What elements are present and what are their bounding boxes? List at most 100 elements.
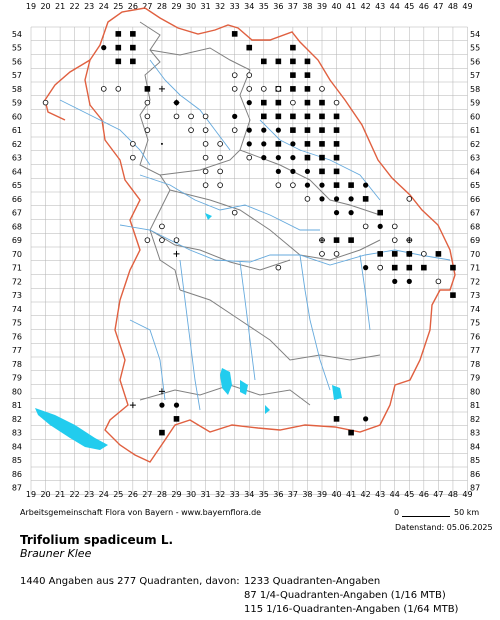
bottom-axis-label: 44	[390, 490, 400, 499]
bottom-axis-label: 49	[462, 490, 472, 499]
top-axis-label: 46	[419, 2, 429, 11]
right-axis-label: 59	[470, 99, 480, 108]
state-border	[84, 7, 456, 463]
record-filled-dot	[115, 31, 121, 37]
record-open-circle	[217, 141, 223, 147]
record-open-circle	[100, 86, 107, 92]
org-credit: Arbeitsgemeinschaft Flora von Bayern - w…	[20, 508, 262, 517]
top-axis-label: 40	[331, 2, 341, 11]
record-plus	[406, 237, 413, 244]
record-filled-dot	[304, 182, 311, 188]
right-axis-label: 84	[470, 442, 480, 451]
record-filled-square	[290, 86, 296, 92]
right-axis-label: 74	[470, 305, 480, 314]
left-axis-label: 62	[12, 140, 22, 149]
record-filled-square	[290, 58, 296, 65]
left-axis-label: 67	[12, 209, 22, 218]
record-filled-dot	[319, 196, 325, 202]
record-filled-dot	[363, 182, 369, 188]
left-axis-label: 66	[12, 195, 22, 204]
record-filled-dot	[392, 278, 398, 284]
right-axis-label: 78	[470, 360, 480, 369]
top-axis-label: 36	[273, 2, 283, 11]
record-plus	[173, 99, 180, 106]
record-open-circle	[144, 113, 151, 120]
record-filled-square	[275, 99, 282, 106]
record-open-circle	[202, 154, 209, 161]
left-axis-label: 56	[12, 57, 22, 66]
right-axis-label: 75	[470, 319, 480, 328]
record-filled-square	[406, 264, 413, 271]
right-axis-label: 76	[470, 332, 480, 341]
left-axis-label: 55	[12, 44, 22, 53]
record-filled-square	[304, 113, 311, 120]
left-axis-label: 77	[12, 346, 22, 355]
bottom-axis-label: 33	[230, 490, 240, 499]
record-open-circle	[231, 209, 238, 216]
record-filled-dot	[333, 210, 340, 216]
record-filled-square	[304, 141, 311, 147]
bottom-axis-label: 34	[244, 490, 254, 499]
left-axis-label: 82	[12, 415, 22, 424]
record-filled-square	[275, 58, 282, 65]
top-axis-label: 22	[70, 2, 80, 11]
record-open-circle	[144, 127, 151, 133]
record-plus	[173, 250, 180, 257]
record-filled-square	[246, 44, 253, 51]
top-axis-label: 33	[230, 2, 240, 11]
record-open-circle	[319, 251, 325, 257]
record-open-circle	[144, 237, 151, 243]
record-filled-dot	[319, 182, 325, 188]
top-axis-label: 42	[361, 2, 371, 11]
record-open-circle	[435, 278, 442, 285]
species-common-name: Brauner Klee	[20, 547, 92, 560]
bottom-axis-label: 32	[215, 490, 225, 499]
right-axis-label: 56	[470, 57, 480, 66]
right-axis-labels: 54 55 56 57 58 59 60 61 62 63 64 65 66 67 68 69 70 71 72 73…	[470, 30, 480, 493]
record-plus	[158, 388, 165, 395]
bottom-axis-label: 21	[55, 490, 65, 499]
bottom-axis-label: 42	[361, 490, 371, 499]
record-filled-dot	[348, 210, 354, 216]
species-latin-name: Trifolium spadiceum L.	[20, 533, 174, 547]
right-axis-label: 61	[470, 126, 480, 135]
left-axis-labels: 54 55 56 57 58 59 60 61 62 63 64 65 66 67 68 69 70 71 72 73…	[12, 30, 22, 493]
record-filled-dot	[304, 168, 311, 174]
right-axis-label: 77	[470, 346, 480, 355]
right-axis-label: 57	[470, 71, 480, 80]
right-axis-label: 80	[470, 387, 480, 396]
right-axis-label: 60	[470, 112, 480, 121]
bottom-axis-label: 38	[302, 490, 312, 499]
left-axis-label: 86	[12, 470, 22, 479]
record-open-circle	[275, 182, 282, 188]
top-axis-label: 30	[186, 2, 196, 11]
record-small-dot	[160, 142, 163, 145]
record-open-circle	[202, 113, 209, 120]
record-filled-square	[435, 251, 442, 257]
left-axis-label: 73	[12, 291, 22, 300]
right-axis-label: 64	[470, 167, 480, 176]
record-filled-dot	[159, 402, 165, 408]
record-plus	[158, 85, 165, 92]
top-axis-label: 25	[113, 2, 123, 11]
record-open-circle	[377, 264, 384, 271]
record-filled-square	[319, 113, 325, 120]
record-filled-square	[290, 44, 296, 51]
right-axis-label: 62	[470, 140, 480, 149]
record-open-circle	[217, 154, 223, 161]
record-filled-square	[290, 127, 296, 133]
record-open-circle	[202, 127, 209, 133]
record-filled-dot	[130, 58, 136, 64]
record-filled-dot	[363, 416, 369, 422]
record-filled-dot	[290, 168, 296, 174]
record-open-circle	[391, 237, 398, 243]
left-axis-label: 61	[12, 126, 22, 135]
record-open-circle	[275, 264, 282, 271]
left-axis-label: 64	[12, 167, 22, 176]
bottom-axis-label: 26	[128, 490, 138, 499]
record-filled-square	[319, 141, 325, 147]
top-axis-label: 34	[244, 2, 254, 11]
record-filled-square	[391, 264, 398, 271]
record-open-circle	[159, 223, 165, 230]
bottom-axis-label: 19	[26, 490, 36, 499]
